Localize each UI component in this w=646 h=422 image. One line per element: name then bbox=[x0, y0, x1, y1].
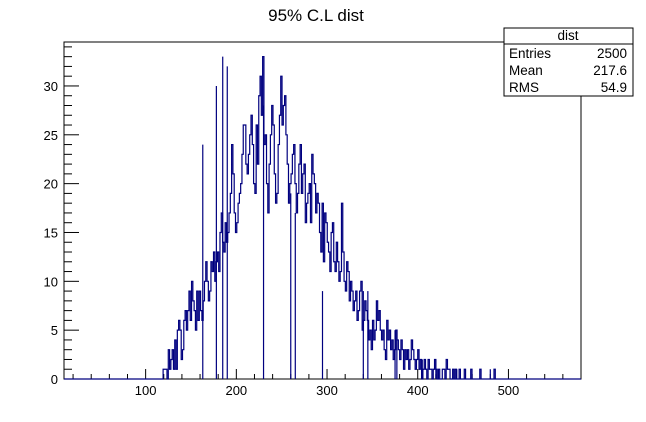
y-tick-label: 25 bbox=[44, 128, 58, 143]
y-tick-label: 20 bbox=[44, 177, 58, 192]
stats-entries-value: 2500 bbox=[597, 46, 627, 61]
x-tick-label: 100 bbox=[135, 383, 157, 398]
stats-box-title: dist bbox=[557, 28, 578, 43]
histogram-spikes bbox=[202, 56, 491, 379]
x-tick-label: 400 bbox=[407, 383, 429, 398]
y-tick-label: 5 bbox=[51, 323, 58, 338]
stats-rms-value: 54.9 bbox=[601, 80, 627, 95]
x-axis: 100 200 300 400 500 bbox=[72, 369, 564, 398]
stats-entries-label: Entries bbox=[509, 46, 551, 61]
y-tick-label: 10 bbox=[44, 274, 58, 289]
stats-mean-label: Mean bbox=[509, 63, 543, 78]
x-tick-label: 500 bbox=[498, 383, 520, 398]
stats-rms-label: RMS bbox=[509, 80, 539, 95]
chart-title: 95% C.L dist bbox=[268, 6, 364, 25]
histogram-line bbox=[64, 56, 581, 380]
stats-box: dist Entries 2500 Mean 217.6 RMS 54.9 bbox=[503, 27, 634, 97]
y-tick-label: 15 bbox=[44, 225, 58, 240]
x-tick-label: 300 bbox=[316, 383, 338, 398]
y-tick-label: 0 bbox=[51, 372, 58, 387]
x-tick-label: 200 bbox=[225, 383, 247, 398]
y-axis: 0 5 10 15 20 25 30 bbox=[44, 46, 79, 387]
stats-mean-value: 217.6 bbox=[593, 63, 627, 78]
y-tick-label: 30 bbox=[44, 79, 58, 94]
